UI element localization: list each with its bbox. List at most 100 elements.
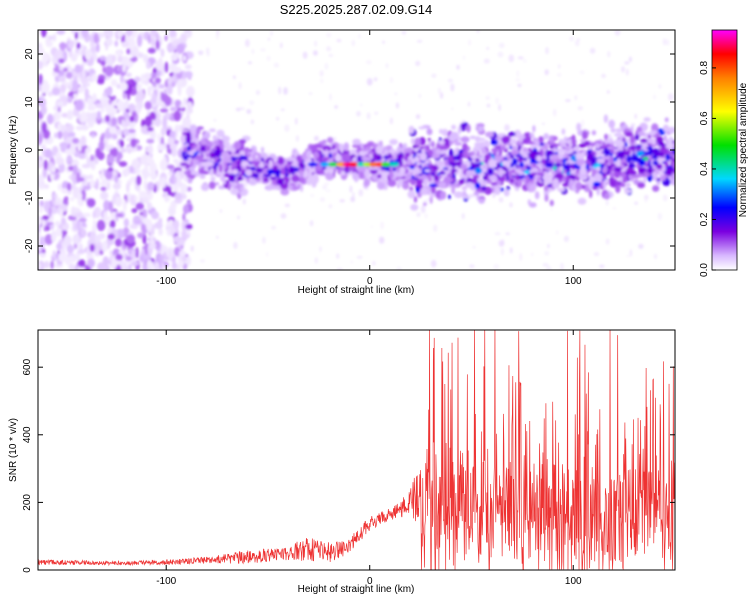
heat-cell [494, 232, 501, 235]
heat-cell [460, 163, 468, 170]
heat-cell [352, 192, 355, 197]
heat-cell [360, 103, 363, 107]
heat-cell [335, 153, 342, 162]
heat-cell [439, 128, 443, 134]
heat-cell [423, 202, 427, 206]
heat-cell [394, 92, 398, 96]
heat-cell [658, 141, 664, 147]
heat-cell [186, 85, 195, 98]
heat-cell [89, 243, 95, 252]
heat-cell [336, 253, 340, 259]
heat-cell [528, 141, 534, 145]
heat-cell [399, 166, 406, 175]
heat-cell [146, 259, 153, 270]
heat-cell [309, 175, 318, 182]
heat-cell [167, 171, 173, 176]
heat-cell [180, 134, 187, 141]
heat-cell [240, 187, 244, 191]
heat-cell [72, 233, 81, 245]
heat-cell [328, 54, 334, 57]
heat-cell [51, 87, 61, 96]
heat-cell [664, 117, 669, 123]
heat-cell [196, 143, 201, 150]
heat-cell [469, 135, 476, 140]
heat-cell [647, 134, 652, 139]
heat-cell [410, 138, 416, 145]
heat-cell [174, 99, 182, 108]
heat-cell [454, 147, 459, 156]
heat-cell [644, 194, 649, 200]
heat-cell [80, 111, 88, 124]
heat-cell [490, 182, 498, 186]
heat-cell [164, 61, 169, 73]
heat-cell [112, 133, 118, 140]
heat-cell-peak [328, 162, 339, 167]
heat-cell [183, 146, 187, 153]
heat-cell [427, 149, 434, 158]
heat-cell [608, 133, 612, 140]
heat-cell [134, 76, 141, 83]
heat-cell [462, 55, 466, 60]
heat-cell [164, 96, 172, 107]
heat-cell [272, 179, 279, 186]
heat-cell [176, 266, 181, 270]
heat-cell [643, 176, 647, 184]
heat-cell [147, 144, 153, 155]
heat-cell [617, 150, 624, 157]
heat-cell [365, 60, 372, 65]
heat-cell [155, 77, 161, 84]
heat-cell [38, 159, 44, 169]
heat-cell [168, 219, 174, 225]
heat-cell [577, 197, 587, 205]
heat-cell [185, 51, 194, 59]
heat-cell [589, 189, 593, 199]
heat-cell [649, 130, 658, 134]
heat-cell [478, 152, 485, 157]
heat-cell [592, 181, 601, 187]
heat-cell [247, 61, 253, 65]
heat-cell [205, 145, 211, 152]
heat-cell [160, 48, 165, 58]
heat-cell [349, 185, 353, 193]
heat-cell [647, 146, 653, 151]
heat-cell [544, 194, 549, 202]
heat-cell [82, 212, 91, 218]
heat-cell [43, 159, 48, 170]
chart-title: S225.2025.287.02.09.G14 [280, 2, 433, 17]
heat-cell [81, 222, 87, 227]
heat-cell [61, 112, 69, 118]
heat-cell [173, 158, 180, 164]
heat-cell [43, 184, 50, 189]
heat-cell [190, 245, 194, 252]
heat-cell [135, 168, 141, 174]
heat-cell [528, 202, 537, 208]
heat-cell [283, 87, 288, 95]
heat-cell [352, 171, 358, 181]
heat-cell [490, 139, 499, 146]
heat-cell [663, 134, 667, 142]
heat-cell [270, 176, 276, 181]
heat-cell [159, 254, 164, 263]
heat-cell [79, 86, 87, 91]
heat-cell [503, 189, 510, 197]
heat-cell [450, 131, 459, 140]
heat-cell [501, 135, 511, 144]
heat-cell [299, 170, 304, 177]
heat-cell [634, 113, 637, 119]
heat-cell [221, 151, 230, 159]
y-tick-label: 20 [24, 48, 35, 60]
heat-cell [173, 66, 182, 74]
heat-cell [665, 153, 671, 161]
heat-cell [465, 169, 474, 177]
heat-cell [84, 50, 92, 61]
heat-cell [38, 133, 43, 145]
heat-cell [619, 173, 628, 178]
heat-cell [476, 123, 485, 128]
heat-cell [59, 84, 67, 93]
heat-cell [262, 236, 266, 244]
heat-cell [406, 147, 413, 153]
heat-cell [200, 183, 210, 191]
heat-cell [169, 106, 177, 112]
heat-cell [106, 216, 111, 221]
heat-cell [662, 124, 670, 133]
